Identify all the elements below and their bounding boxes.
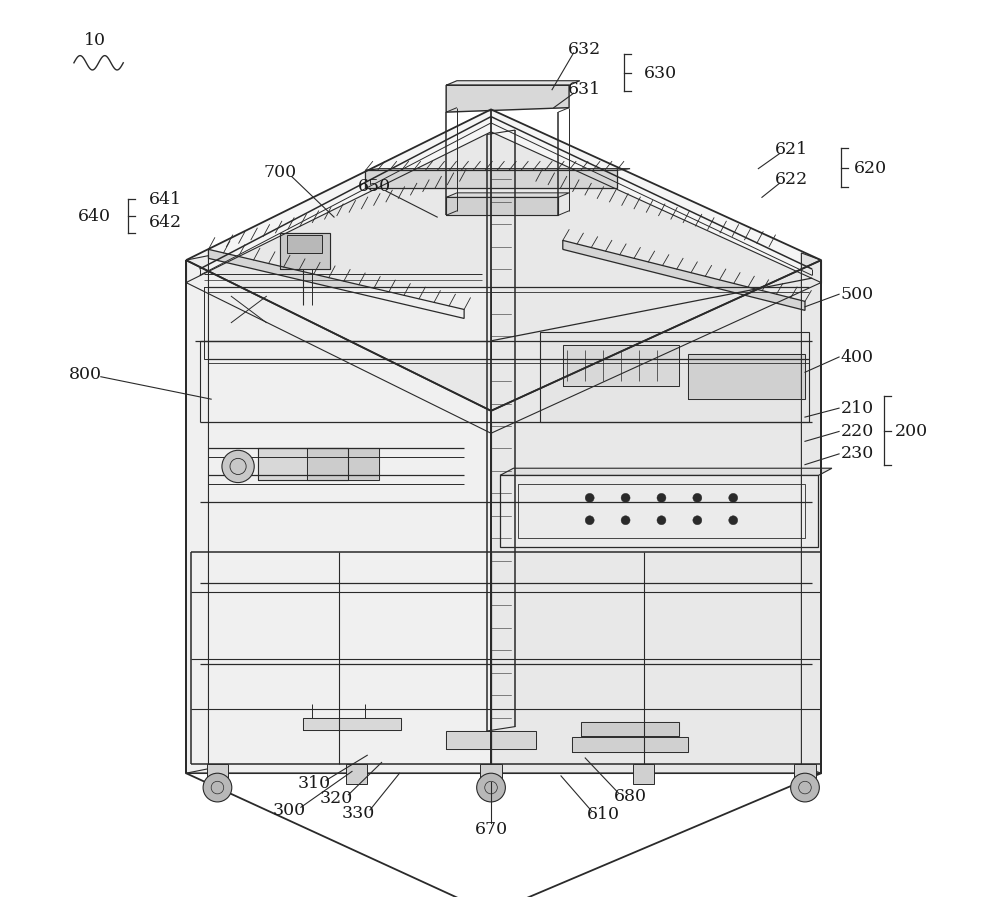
Bar (794, 764, 816, 784)
Circle shape (222, 450, 254, 483)
Text: 210: 210 (841, 400, 874, 416)
Text: 610: 610 (587, 806, 620, 823)
Polygon shape (572, 737, 688, 752)
Circle shape (621, 493, 630, 502)
Bar (207, 764, 228, 784)
Polygon shape (563, 240, 805, 310)
Polygon shape (365, 170, 617, 188)
Text: 670: 670 (474, 822, 508, 838)
Circle shape (585, 493, 594, 502)
Text: 220: 220 (841, 423, 874, 440)
Text: 640: 640 (78, 208, 111, 224)
Polygon shape (500, 468, 832, 475)
Polygon shape (186, 260, 491, 773)
Text: 680: 680 (614, 788, 647, 805)
Bar (287, 235, 322, 253)
Polygon shape (204, 287, 491, 359)
Polygon shape (186, 256, 208, 773)
Bar (633, 764, 654, 784)
Polygon shape (540, 332, 809, 422)
Polygon shape (446, 81, 580, 85)
Polygon shape (307, 448, 379, 480)
Circle shape (729, 516, 738, 525)
Circle shape (729, 493, 738, 502)
Text: 700: 700 (264, 164, 297, 180)
Polygon shape (801, 253, 821, 773)
Polygon shape (688, 354, 805, 399)
Polygon shape (186, 109, 821, 411)
Circle shape (477, 773, 505, 802)
Circle shape (657, 516, 666, 525)
Circle shape (693, 493, 702, 502)
Polygon shape (581, 722, 679, 736)
Polygon shape (563, 345, 679, 386)
Polygon shape (491, 260, 821, 773)
Polygon shape (208, 249, 464, 318)
Text: 310: 310 (298, 776, 331, 792)
Text: 400: 400 (841, 349, 874, 365)
Text: 650: 650 (358, 179, 391, 195)
Text: 320: 320 (320, 790, 353, 806)
Circle shape (585, 516, 594, 525)
Polygon shape (446, 197, 558, 215)
Circle shape (657, 493, 666, 502)
Circle shape (791, 773, 819, 802)
Text: 300: 300 (273, 803, 306, 819)
Text: 621: 621 (775, 142, 808, 158)
Polygon shape (446, 85, 569, 112)
Circle shape (693, 516, 702, 525)
Polygon shape (500, 475, 818, 547)
Text: 10: 10 (84, 32, 106, 48)
Polygon shape (365, 169, 630, 170)
Text: 642: 642 (148, 214, 182, 231)
Text: 800: 800 (69, 367, 102, 383)
Text: 622: 622 (775, 171, 808, 187)
Text: 632: 632 (568, 41, 601, 57)
Text: 230: 230 (841, 446, 874, 462)
Polygon shape (280, 233, 330, 269)
Text: 630: 630 (644, 65, 677, 82)
Polygon shape (446, 193, 569, 197)
Text: 620: 620 (853, 161, 887, 177)
Polygon shape (186, 132, 821, 433)
Text: 200: 200 (895, 423, 928, 440)
Bar (480, 764, 502, 784)
Text: 500: 500 (841, 286, 874, 302)
Text: 641: 641 (148, 191, 181, 207)
Text: 631: 631 (568, 82, 601, 98)
Polygon shape (303, 718, 401, 730)
Circle shape (203, 773, 232, 802)
Polygon shape (258, 448, 348, 480)
Polygon shape (446, 731, 536, 749)
Bar (346, 764, 367, 784)
Text: 330: 330 (342, 806, 375, 822)
Circle shape (621, 516, 630, 525)
